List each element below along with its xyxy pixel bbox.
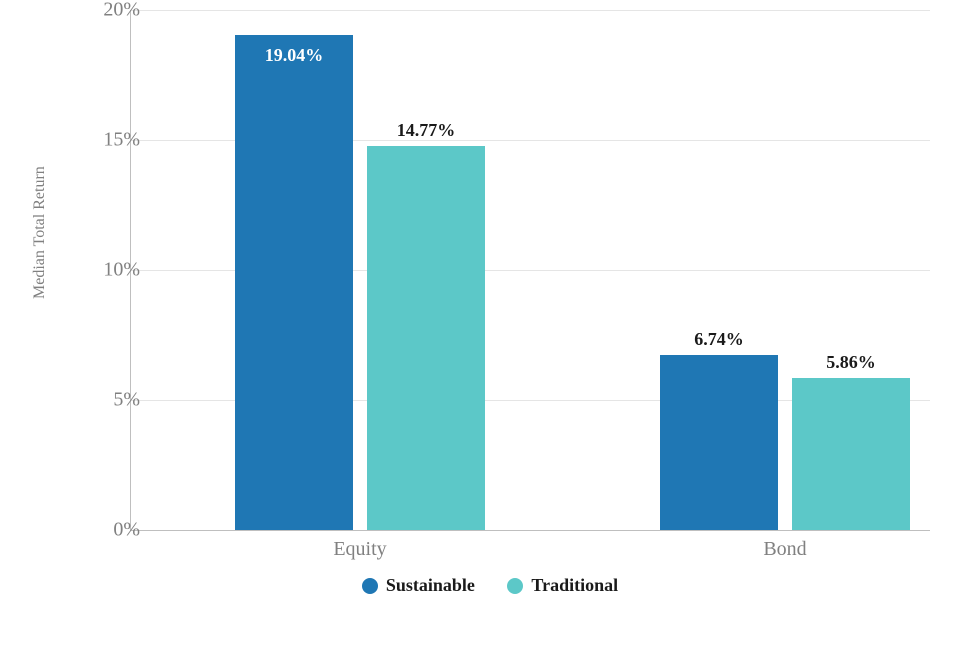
data-label: 14.77% bbox=[397, 120, 456, 141]
y-tick-label: 0% bbox=[80, 519, 140, 542]
legend-marker-traditional bbox=[507, 578, 523, 594]
x-axis-line bbox=[130, 530, 930, 531]
x-tick-label: Equity bbox=[333, 538, 386, 561]
y-axis-label: Median Total Return bbox=[31, 166, 49, 299]
bar-sustainable-bond bbox=[660, 355, 778, 530]
bar-chart: Median Total Return 19.04%14.77%Equity6.… bbox=[50, 10, 950, 610]
legend: Sustainable Traditional bbox=[50, 575, 930, 596]
legend-label: Sustainable bbox=[386, 575, 475, 595]
data-label: 5.86% bbox=[826, 352, 876, 373]
legend-marker-sustainable bbox=[362, 578, 378, 594]
y-tick-label: 20% bbox=[80, 0, 140, 22]
x-tick-label: Bond bbox=[763, 538, 806, 561]
plot-area: 19.04%14.77%Equity6.74%5.86%Bond bbox=[130, 10, 930, 530]
y-tick-label: 15% bbox=[80, 129, 140, 152]
y-tick-label: 10% bbox=[80, 259, 140, 282]
bar-traditional-equity bbox=[367, 146, 485, 530]
data-label: 19.04% bbox=[265, 45, 324, 66]
legend-item-sustainable: Sustainable bbox=[362, 575, 475, 596]
legend-item-traditional: Traditional bbox=[507, 575, 618, 596]
y-tick-label: 5% bbox=[80, 389, 140, 412]
legend-label: Traditional bbox=[531, 575, 618, 595]
grid-line bbox=[130, 10, 930, 11]
data-label: 6.74% bbox=[694, 329, 744, 350]
bar-sustainable-equity bbox=[235, 35, 353, 530]
bar-traditional-bond bbox=[792, 378, 910, 530]
